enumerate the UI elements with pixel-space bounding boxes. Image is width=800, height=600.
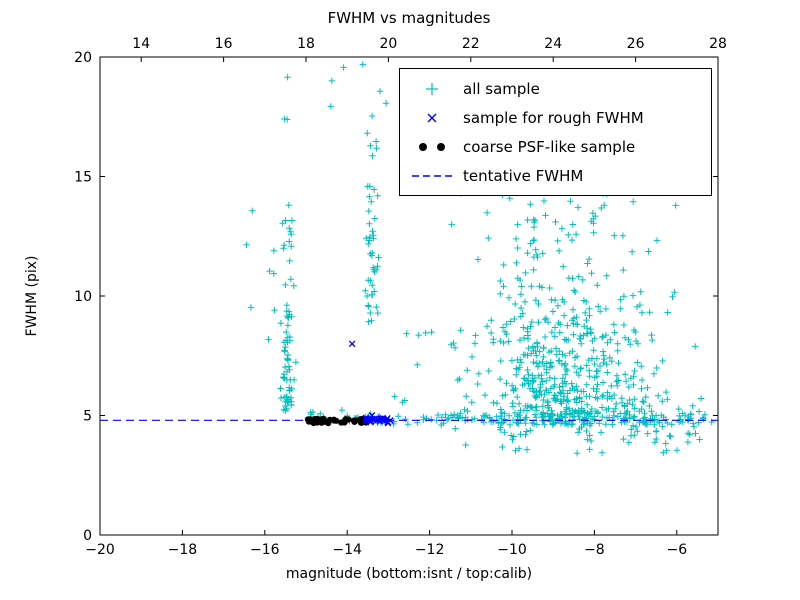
legend-item-rough-fwhm: sample for rough FWHM [410,103,701,132]
dot-marker-icon [410,136,454,158]
dashed-line-icon [410,165,454,187]
legend-label: coarse PSF-like sample [463,137,636,156]
svg-text:−6: −6 [666,542,687,558]
svg-text:20: 20 [379,36,397,52]
svg-text:15: 15 [74,170,92,186]
svg-text:18: 18 [297,36,315,52]
y-axis-label: FWHM (pix) [24,255,40,337]
svg-text:24: 24 [544,36,562,52]
legend-label: all sample [463,79,540,98]
legend: all sample sample for rough FWHM coarse … [399,68,712,196]
legend-item-all-sample: all sample [410,74,701,103]
svg-text:20: 20 [74,50,92,66]
svg-text:28: 28 [709,36,727,52]
legend-item-tentative-fwhm: tentative FWHM [410,161,701,190]
plus-marker-icon [410,78,454,100]
svg-text:14: 14 [132,36,150,52]
svg-text:−18: −18 [168,542,198,558]
x-marker-icon [410,107,454,129]
svg-text:0: 0 [83,528,92,544]
svg-text:−10: −10 [497,542,527,558]
svg-text:−8: −8 [584,542,605,558]
legend-label: tentative FWHM [463,166,584,185]
svg-text:−12: −12 [415,542,445,558]
svg-text:10: 10 [74,289,92,305]
chart-title: FWHM vs magnitudes [327,9,491,27]
svg-text:26: 26 [627,36,645,52]
svg-text:−14: −14 [332,542,362,558]
legend-label: sample for rough FWHM [463,108,644,127]
svg-text:16: 16 [215,36,233,52]
legend-item-psf-like: coarse PSF-like sample [410,132,701,161]
svg-text:5: 5 [83,409,92,425]
x-axis-label: magnitude (bottom:isnt / top:calib) [285,566,533,582]
svg-text:−16: −16 [250,542,280,558]
svg-text:−20: −20 [85,542,115,558]
svg-text:22: 22 [462,36,480,52]
